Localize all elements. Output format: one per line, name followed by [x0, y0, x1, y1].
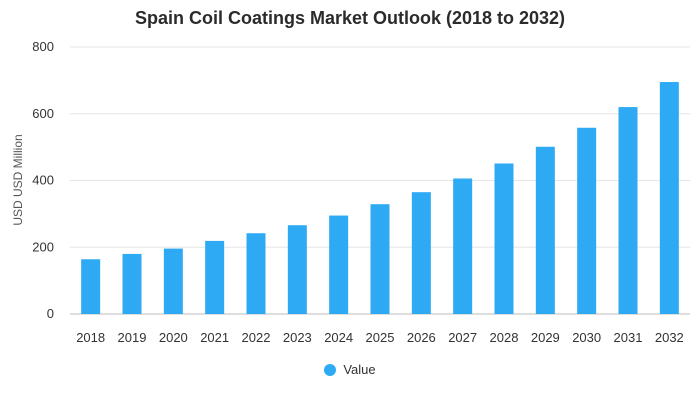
y-axis-label: USD USD Million — [11, 134, 25, 225]
x-tick-label: 2031 — [614, 330, 643, 345]
x-tick-label: 2022 — [242, 330, 271, 345]
x-axis-ticks: 2018 2019 2020 2021 2022 2023 2024 2025 2026 2027… — [76, 330, 684, 345]
bar[interactable] — [453, 178, 473, 314]
bar[interactable] — [618, 107, 638, 314]
y-axis-ticks: 0 200 400 600 800 — [32, 39, 54, 321]
x-tick-label: 2025 — [366, 330, 395, 345]
bar[interactable] — [122, 253, 142, 314]
chart-title: Spain Coil Coatings Market Outlook (2018… — [134, 8, 566, 28]
x-tick-label: 2023 — [283, 330, 312, 345]
bars — [81, 82, 679, 314]
x-tick-label: 2019 — [118, 330, 147, 345]
x-tick-label: 2018 — [76, 330, 105, 345]
bar[interactable] — [163, 248, 183, 314]
x-tick-label: 2021 — [200, 330, 229, 345]
y-tick-label: 600 — [32, 106, 54, 121]
bar[interactable] — [81, 259, 101, 314]
bar[interactable] — [659, 82, 679, 314]
x-tick-label: 2024 — [324, 330, 353, 345]
y-tick-label: 400 — [32, 173, 54, 188]
x-tick-label: 2028 — [490, 330, 519, 345]
bar[interactable] — [494, 163, 514, 314]
x-tick-label: 2029 — [531, 330, 560, 345]
bar[interactable] — [535, 146, 555, 314]
y-tick-label: 200 — [32, 239, 54, 254]
x-tick-label: 2027 — [448, 330, 477, 345]
x-tick-label: 2032 — [655, 330, 684, 345]
y-tick-label: 0 — [47, 306, 54, 321]
legend-marker-value — [324, 363, 337, 376]
bar[interactable] — [246, 233, 266, 314]
bar[interactable] — [370, 204, 390, 314]
bar[interactable] — [329, 215, 349, 314]
legend[interactable]: Value — [0, 362, 700, 377]
bar[interactable] — [411, 192, 431, 314]
y-tick-label: 800 — [32, 39, 54, 54]
bar[interactable] — [205, 240, 225, 314]
x-tick-label: 2020 — [159, 330, 188, 345]
x-tick-label: 2030 — [572, 330, 601, 345]
bar[interactable] — [577, 127, 597, 314]
x-tick-label: 2026 — [407, 330, 436, 345]
bar[interactable] — [287, 225, 307, 314]
legend-label-value: Value — [343, 362, 376, 377]
